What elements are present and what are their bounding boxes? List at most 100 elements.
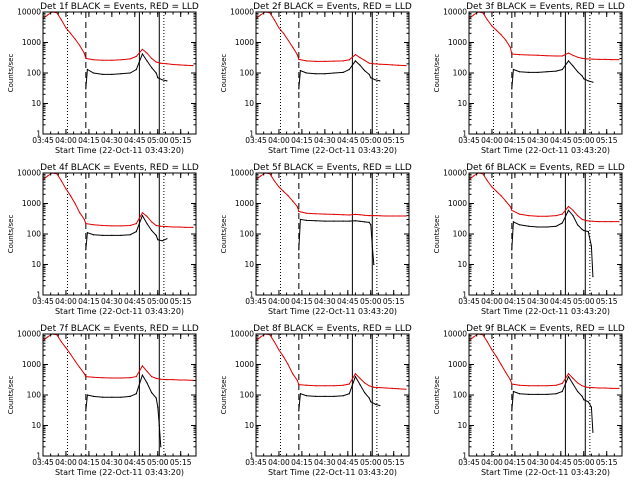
data-point-lld: [92, 376, 95, 378]
y-tick-label: 1000: [235, 199, 254, 208]
data-point-lld: [368, 215, 370, 217]
data-point-lld: [155, 224, 157, 227]
data-point-lld: [500, 363, 502, 366]
data-point-events: [155, 72, 157, 74]
x-tick-label: 05:00: [360, 458, 382, 467]
x-tick-label: 04:30: [314, 136, 336, 145]
data-point-events: [583, 229, 585, 232]
data-point-events: [359, 384, 361, 386]
data-point-events: [590, 245, 593, 247]
y-tick-label: 10000: [230, 169, 254, 178]
data-point-lld: [273, 19, 275, 21]
plot-frame: [468, 11, 623, 135]
y-tick-label: 100: [453, 391, 468, 400]
x-tick-label: 04:30: [101, 136, 123, 145]
chart-panel-6: 1 10 100 1000 10000 03:45 04:00 04:15 04:30 04:45…: [433, 163, 625, 316]
data-point-lld: [296, 205, 298, 208]
data-point-lld: [120, 377, 122, 379]
y-axis-label: Counts/sec: [220, 54, 228, 93]
data-point-lld: [166, 379, 168, 381]
data-point-events: [567, 209, 570, 211]
data-point-lld: [385, 215, 387, 217]
data-point-lld: [618, 221, 620, 223]
data-point-events: [512, 68, 515, 71]
data-point-events: [120, 73, 122, 75]
data-point-lld: [282, 32, 285, 34]
series-line-events: [298, 218, 375, 265]
data-point-events: [111, 73, 113, 75]
data-point-lld: [296, 54, 298, 56]
data-point-events: [561, 68, 563, 71]
y-tick-label: 100: [27, 391, 42, 400]
data-point-lld: [391, 215, 393, 217]
data-point-lld: [129, 58, 131, 60]
x-tick-label: 04:15: [78, 458, 100, 467]
data-point-lld: [598, 387, 600, 389]
data-point-lld: [495, 190, 498, 192]
y-tick-label: 10000: [230, 330, 254, 339]
data-point-lld: [505, 39, 507, 41]
data-point-events: [518, 393, 521, 395]
y-tick-label: 10: [244, 260, 254, 269]
data-point-lld: [546, 385, 548, 387]
y-tick-label: 1: [36, 291, 41, 300]
x-tick-label: 04:45: [124, 458, 146, 467]
x-tick-label: 03:45: [245, 297, 267, 306]
data-point-lld: [102, 59, 104, 61]
y-tick-label: 1: [36, 130, 41, 139]
data-point-events: [561, 222, 563, 224]
y-tick-label: 10000: [443, 8, 467, 17]
chart-panel-9: 1 10 100 1000 10000 03:45 04:00 04:15 04:30 04:45…: [433, 324, 625, 477]
x-tick-label: 04:30: [314, 458, 336, 467]
data-point-lld: [192, 379, 194, 381]
data-point-lld: [577, 56, 579, 58]
data-point-lld: [528, 54, 530, 56]
data-point-events: [135, 231, 137, 233]
chart-title: Det 6f BLACK = Events, RED = LLD: [466, 163, 625, 173]
data-point-events: [92, 72, 95, 74]
data-point-lld: [333, 385, 335, 387]
data-point-lld: [166, 226, 168, 228]
data-point-lld: [509, 379, 511, 381]
data-point-lld: [102, 377, 104, 379]
data-point-lld: [572, 377, 574, 379]
data-point-events: [546, 393, 548, 395]
data-point-events: [129, 72, 131, 74]
data-point-lld: [581, 218, 583, 220]
data-point-lld: [364, 59, 366, 61]
data-point-events: [587, 231, 589, 233]
data-point-events: [151, 392, 153, 394]
data-point-lld: [282, 190, 285, 192]
y-tick-label: 100: [453, 230, 468, 239]
data-point-lld: [359, 57, 361, 59]
series-line-events: [511, 60, 594, 89]
data-point-lld: [135, 376, 137, 378]
y-tick-label: 1000: [235, 360, 254, 369]
data-point-lld: [405, 65, 407, 67]
x-tick-label: 04:45: [550, 458, 572, 467]
data-point-lld: [151, 221, 153, 223]
y-axis-label: Counts/sec: [433, 215, 441, 254]
data-point-events: [86, 68, 88, 71]
data-point-lld: [151, 57, 153, 60]
data-point-lld: [348, 59, 350, 61]
data-point-lld: [305, 384, 308, 386]
x-tick-label: 04:45: [124, 136, 146, 145]
data-point-lld: [120, 225, 122, 227]
x-tick-label: 04:15: [291, 458, 313, 467]
data-point-lld: [491, 349, 493, 351]
data-point-lld: [528, 385, 530, 387]
y-tick-label: 10000: [443, 330, 467, 339]
data-point-lld: [333, 213, 335, 215]
data-point-lld: [287, 39, 289, 41]
chart-title: Det 5f BLACK = Events, RED = LLD: [253, 163, 412, 173]
data-point-lld: [405, 215, 407, 217]
data-point-events: [561, 390, 563, 393]
data-point-events: [111, 234, 113, 236]
data-point-lld: [178, 64, 180, 66]
data-point-events: [160, 446, 162, 448]
data-point-lld: [292, 200, 294, 202]
y-tick-label: 10000: [17, 169, 41, 178]
data-point-events: [120, 234, 122, 236]
data-point-lld: [47, 336, 49, 338]
